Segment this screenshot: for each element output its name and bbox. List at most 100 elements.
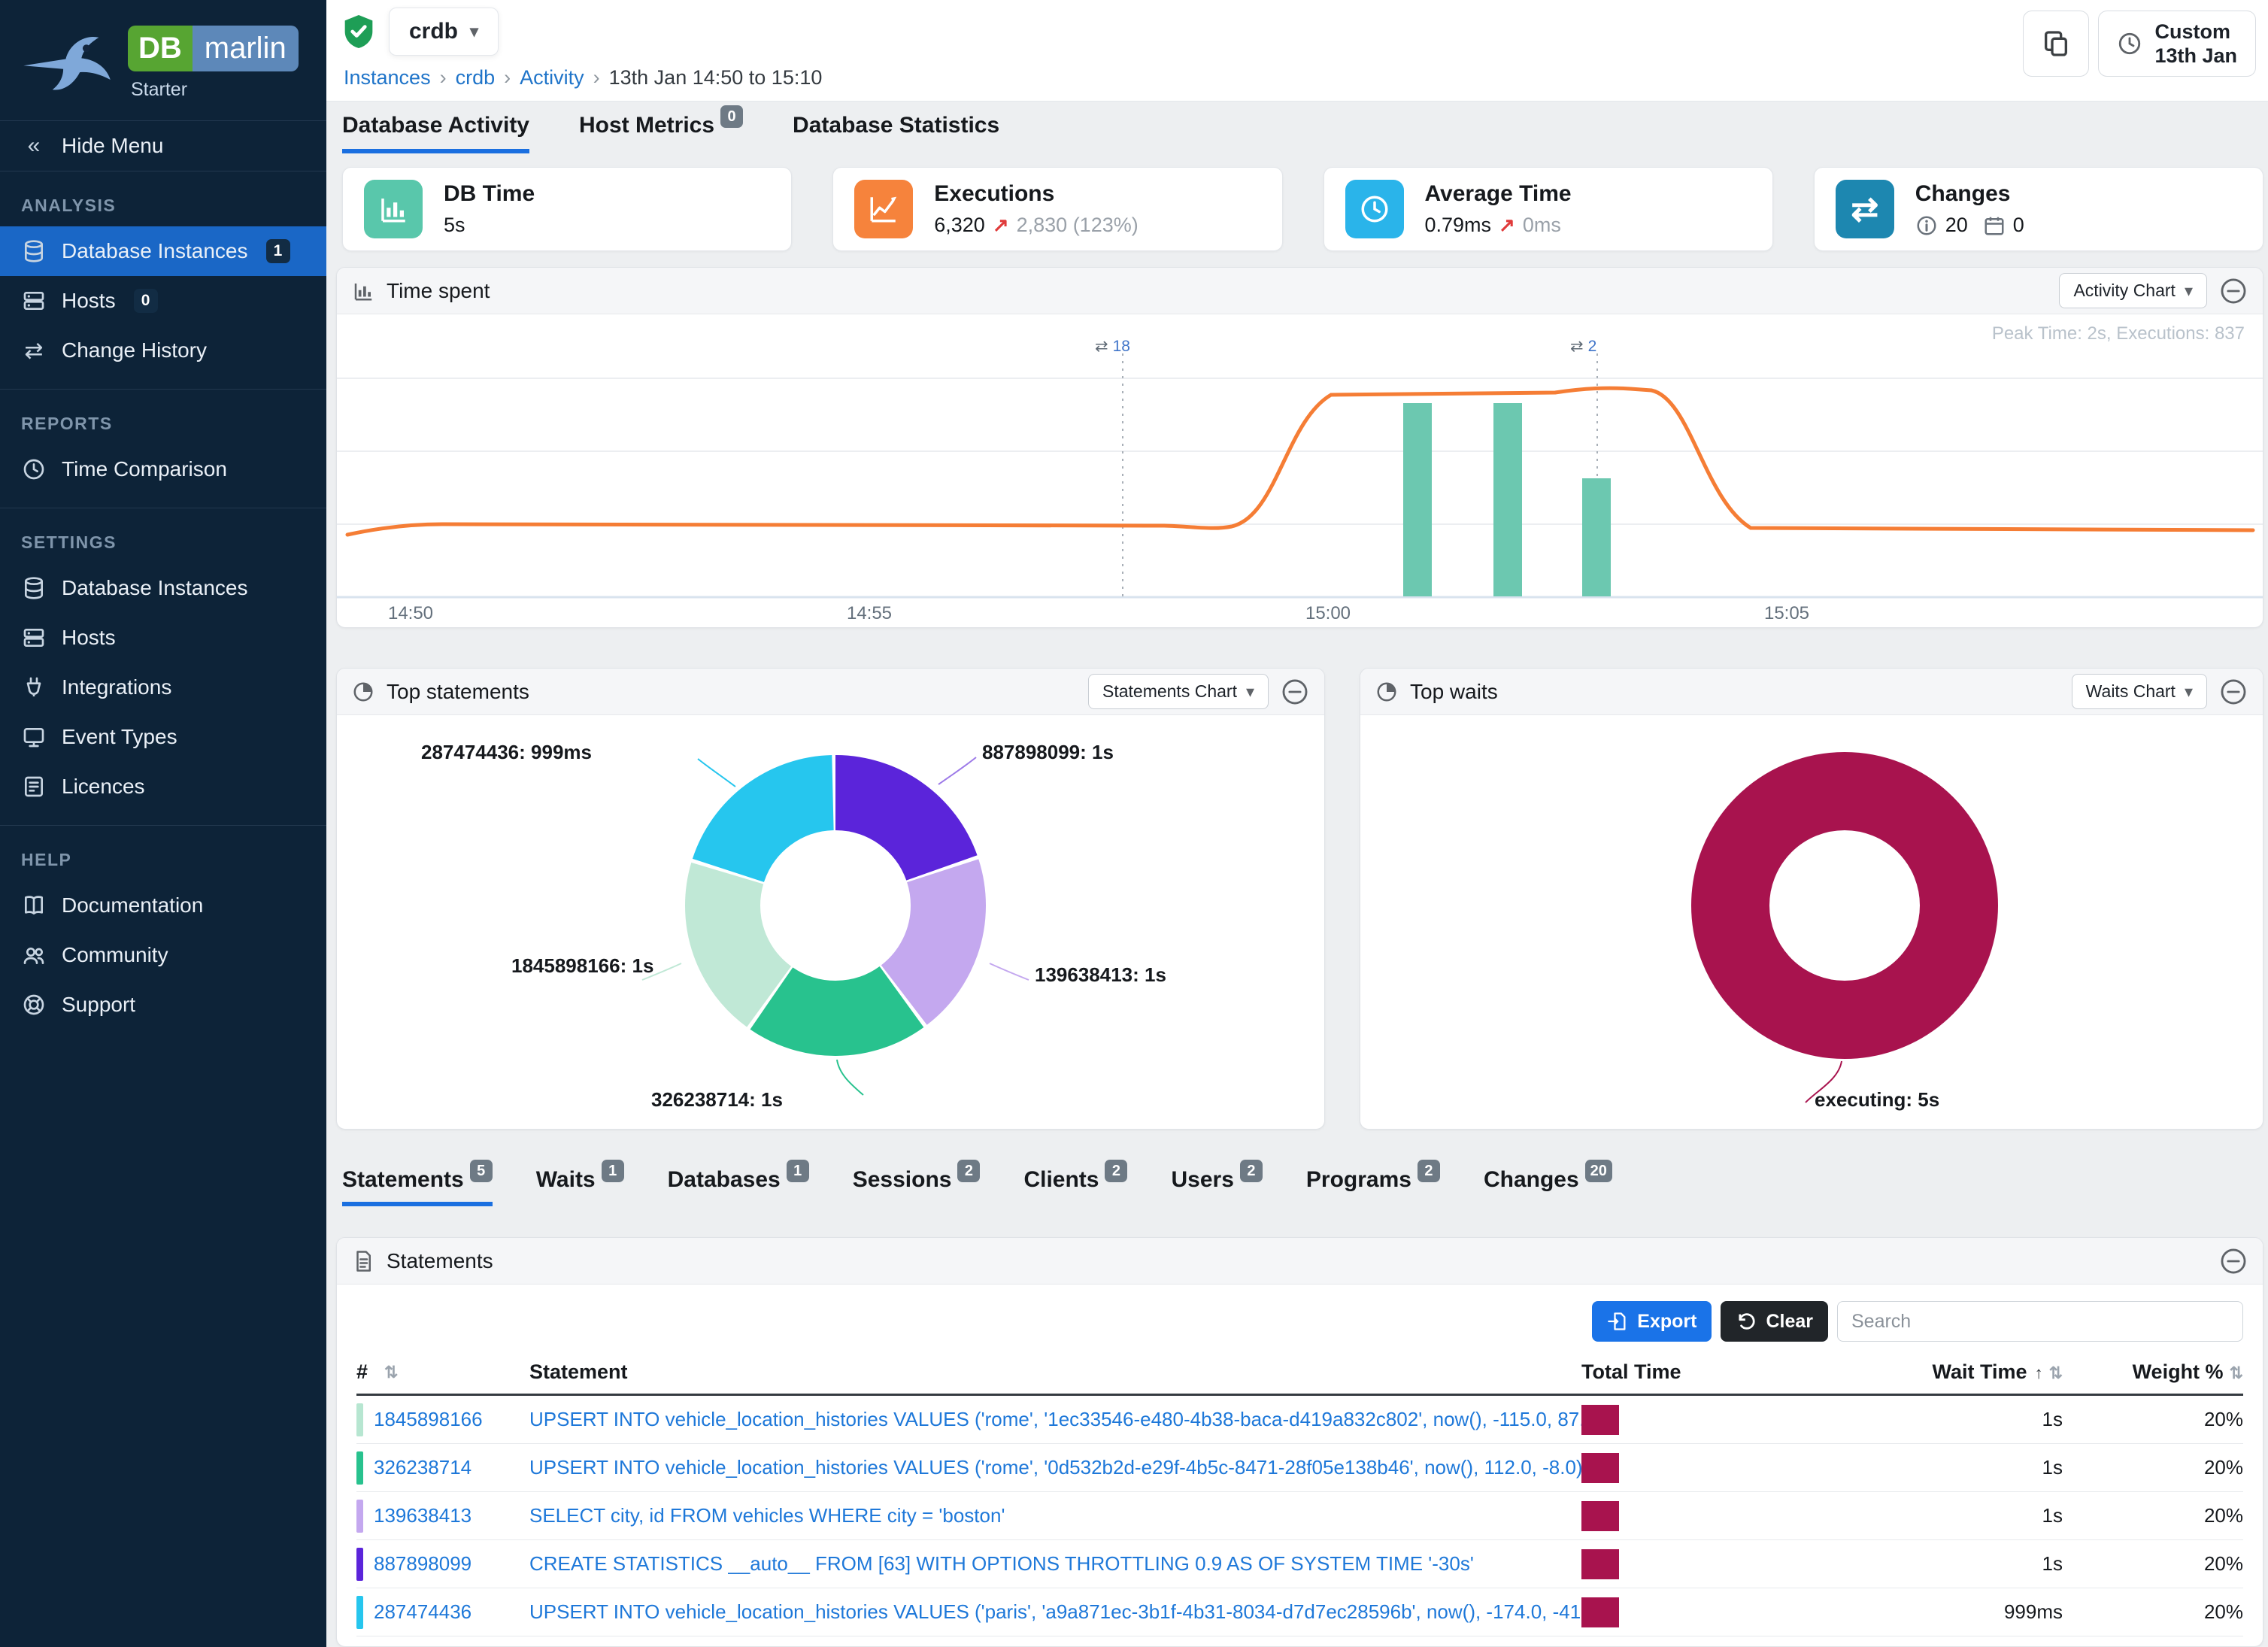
waits-chart-select[interactable]: Waits Chart ▾ [2071, 674, 2207, 709]
statement-link[interactable]: UPSERT INTO vehicle_location_histories V… [529, 1600, 1581, 1623]
breadcrumb-range: 13th Jan 14:50 to 15:10 [608, 66, 823, 89]
tab-users[interactable]: Users 2 [1171, 1160, 1263, 1206]
breadcrumb-activity[interactable]: Activity [520, 66, 584, 89]
collapse-panel-button[interactable] [2219, 1247, 2248, 1275]
sidebar-item-integrations[interactable]: Integrations [0, 663, 326, 712]
top-statements-panel: Top statements Statements Chart ▾ [336, 668, 1325, 1130]
tab-statements[interactable]: Statements 5 [342, 1160, 493, 1206]
copy-button[interactable] [2023, 11, 2090, 77]
tab-programs[interactable]: Programs 2 [1306, 1160, 1440, 1206]
statement-id-link[interactable]: 287474436 [374, 1600, 472, 1623]
statement-link[interactable]: SELECT city, id FROM vehicles WHERE city… [529, 1504, 1005, 1527]
series-color-chip [356, 1595, 363, 1629]
change-marker-label: ⇄ 18 [1095, 337, 1130, 356]
tab-databases[interactable]: Databases 1 [668, 1160, 809, 1206]
sidebar-item-hosts[interactable]: Hosts 0 [0, 276, 326, 326]
topbar: crdb ▾ Instances › crdb › Activity › 13th J… [326, 0, 2268, 102]
sort-icon[interactable]: ⇅ [384, 1362, 399, 1382]
search-input[interactable] [1837, 1301, 2243, 1342]
sort-icon[interactable]: ⇅ [2048, 1363, 2063, 1382]
plug-icon [21, 675, 47, 700]
export-button[interactable]: Export [1592, 1301, 1712, 1342]
total-time-bar [1581, 1404, 1619, 1435]
top-statements-donut[interactable] [337, 715, 1325, 1130]
stat-cards: DB Time 5s Executions 6,320 ↗ 2,830 (123… [342, 167, 2263, 251]
sidebar-item-community[interactable]: Community [0, 930, 326, 980]
sidebar-item-licences[interactable]: Licences [0, 762, 326, 811]
tab-badge: 5 [469, 1160, 493, 1182]
change-marker-label: ⇄ 2 [1570, 337, 1597, 356]
panel-title: Time spent [387, 278, 490, 302]
tab-database-activity[interactable]: Database Activity [342, 113, 529, 153]
sidebar-item-event-types[interactable]: Event Types [0, 712, 326, 762]
card-average-time: Average Time 0.79ms ↗ 0ms [1323, 167, 1773, 251]
certificate-icon [21, 774, 47, 799]
time-range-button[interactable]: Custom 13th Jan [2098, 11, 2256, 77]
series-color-chip [356, 1499, 363, 1533]
tab-database-statistics[interactable]: Database Statistics [793, 113, 1000, 138]
collapse-panel-button[interactable] [2219, 277, 2248, 305]
slice-label: 887898099: 1s [982, 741, 1114, 763]
calendar-icon [1983, 214, 2006, 237]
tab-badge: 0 [720, 105, 744, 128]
section-heading-reports: REPORTS [21, 414, 113, 433]
swap-arrows-icon: ⇄ [1835, 180, 1894, 238]
page-tabs: Database Activity Host Metrics 0 Database… [342, 105, 1000, 153]
sidebar-item-time-comparison[interactable]: Time Comparison [0, 444, 326, 494]
line-chart-icon [854, 180, 914, 238]
top-waits-donut[interactable] [1360, 715, 2263, 1130]
tab-changes[interactable]: Changes 20 [1484, 1160, 1612, 1206]
clear-button[interactable]: Clear [1721, 1301, 1828, 1342]
activity-chart-select[interactable]: Activity Chart ▾ [2059, 273, 2207, 308]
card-changes: ⇄ Changes 20 0 [1813, 167, 2263, 251]
tab-waits[interactable]: Waits 1 [536, 1160, 624, 1206]
sidebar-item-settings-hosts[interactable]: Hosts [0, 613, 326, 663]
sidebar-item-change-history[interactable]: ⇄ Change History [0, 326, 326, 375]
section-heading-help: HELP [21, 850, 72, 869]
statement-id-link[interactable]: 326238714 [374, 1456, 472, 1479]
time-spent-chart[interactable] [337, 314, 2263, 628]
tab-badge: 2 [1105, 1160, 1128, 1182]
x-axis-label: 14:50 [387, 603, 434, 623]
statements-panel: Statements Export Clear #⇅ Statement Tot… [336, 1237, 2263, 1647]
hide-menu-button[interactable]: « Hide Menu [0, 121, 326, 171]
tab-host-metrics[interactable]: Host Metrics 0 [579, 105, 744, 153]
statements-chart-select[interactable]: Statements Chart ▾ [1087, 674, 1269, 709]
clock-icon [2117, 31, 2142, 56]
breadcrumb-instances[interactable]: Instances [344, 66, 431, 89]
table-row: 1845898166 UPSERT INTO vehicle_location_… [356, 1396, 2243, 1444]
collapse-panel-button[interactable] [1281, 678, 1309, 706]
time-spent-panel: Time spent Activity Chart ▾ Peak Tim [336, 267, 2263, 628]
statement-link[interactable]: CREATE STATISTICS __auto__ FROM [63] WIT… [529, 1552, 1474, 1575]
app-logo: DB marlin Starter [0, 0, 326, 120]
server-icon [21, 288, 47, 314]
tab-badge: 2 [1417, 1160, 1440, 1182]
breadcrumb-crdb[interactable]: crdb [455, 66, 496, 89]
statement-link[interactable]: UPSERT INTO vehicle_location_histories V… [529, 1408, 1581, 1430]
tab-clients[interactable]: Clients 2 [1023, 1160, 1128, 1206]
sort-asc-icon[interactable]: ↑ [2034, 1363, 2043, 1382]
swap-arrows-icon: ⇄ [24, 338, 44, 363]
instance-selector[interactable]: crdb ▾ [389, 8, 499, 56]
total-time-bar [1581, 1597, 1619, 1627]
statement-doc-icon [352, 1250, 374, 1272]
statement-link[interactable]: UPSERT INTO vehicle_location_histories V… [529, 1456, 1581, 1479]
board-icon [21, 724, 47, 750]
sidebar-item-documentation[interactable]: Documentation [0, 881, 326, 930]
sort-icon[interactable]: ⇅ [2229, 1363, 2243, 1382]
tab-sessions[interactable]: Sessions 2 [853, 1160, 981, 1206]
statement-id-link[interactable]: 887898099 [374, 1552, 472, 1575]
table-row: 287474436 UPSERT INTO vehicle_location_h… [356, 1588, 2243, 1636]
sidebar-item-support[interactable]: Support [0, 980, 326, 1030]
statements-table: # ⇅ Statement Total Time Wait Time ↑ ⇅ Weig… [356, 1351, 2243, 1636]
total-time-bar [1581, 1500, 1619, 1531]
collapse-panel-button[interactable] [2219, 678, 2248, 706]
chevron-down-icon: ▾ [1245, 681, 1254, 701]
logo-db: DB [128, 26, 193, 71]
statement-id-link[interactable]: 1845898166 [374, 1408, 483, 1430]
tab-badge: 20 [1584, 1160, 1612, 1182]
sidebar-item-settings-database-instances[interactable]: Database Instances [0, 563, 326, 613]
sidebar-item-database-instances[interactable]: Database Instances 1 [0, 226, 326, 276]
statement-id-link[interactable]: 139638413 [374, 1504, 472, 1527]
panel-title: Statements [387, 1248, 493, 1272]
